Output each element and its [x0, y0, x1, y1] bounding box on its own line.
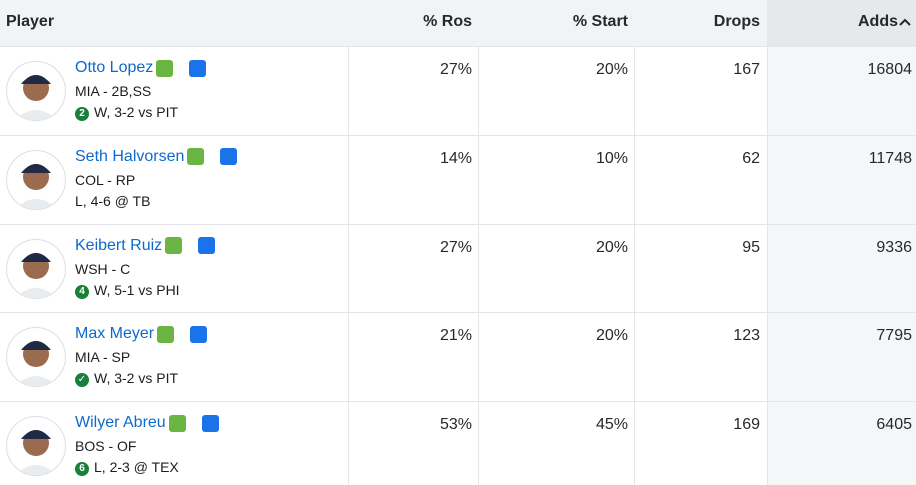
stat-start: 10% — [595, 149, 628, 167]
stat-adds: 16804 — [867, 61, 913, 78]
stat-ros: 14% — [439, 149, 472, 167]
stat-drops: 95 — [742, 238, 760, 256]
column-header[interactable]: Adds — [858, 13, 898, 30]
stat-drops: 167 — [733, 61, 760, 78]
player-position: WSH - C — [75, 260, 131, 277]
player-name-row: Keibert Ruiz — [75, 236, 216, 255]
player-avatar — [6, 61, 66, 121]
game-text: L, 4-6 @ TB — [75, 192, 151, 209]
row-divider — [0, 312, 916, 314]
sorted-header — [767, 0, 916, 46]
stat-start: 20% — [595, 327, 628, 345]
player-name[interactable]: Keibert Ruiz — [75, 236, 163, 254]
player-name[interactable]: Otto Lopez — [75, 59, 154, 76]
game-result: ✓ W, 3-2 vs PIT — [75, 370, 179, 388]
notes-icon[interactable] — [189, 59, 207, 77]
stat-drops: 123 — [733, 327, 760, 345]
sort-caret — [899, 18, 911, 26]
player-avatar — [6, 416, 66, 476]
game-text: W, 3-2 vs PIT — [94, 370, 179, 387]
game-result: 4 W, 5-1 vs PHI — [75, 282, 180, 299]
stat-adds: 9336 — [876, 238, 912, 256]
stat-start: 45% — [595, 416, 628, 433]
column-divider — [478, 46, 479, 485]
player-avatar — [6, 149, 66, 210]
fantasy-icon[interactable] — [165, 237, 183, 254]
stat-drops: 62 — [742, 149, 760, 167]
stat-ros: 53% — [439, 416, 472, 433]
stat-ros: 27% — [439, 61, 472, 78]
stat-adds: 7795 — [876, 327, 912, 345]
fantasy-icon[interactable] — [168, 414, 186, 432]
game-text: W, 3-2 vs PIT — [94, 104, 179, 120]
notes-icon[interactable] — [190, 325, 208, 343]
column-header[interactable]: Drops — [713, 13, 760, 30]
game-result: 6 L, 2-3 @ TEX — [75, 459, 179, 476]
notes-icon[interactable] — [201, 414, 219, 432]
row-divider — [0, 223, 916, 225]
player-position: MIA - 2B,SS — [75, 83, 152, 99]
player-avatar — [6, 238, 66, 299]
game-text: L, 2-3 @ TEX — [94, 459, 179, 475]
player-name-row: Seth Halvorsen — [75, 147, 238, 166]
column-header[interactable]: % Ros — [423, 13, 472, 30]
game-badge: 4 — [75, 284, 89, 299]
game-result: L, 4-6 @ TB — [75, 193, 150, 209]
player-name-row: Wilyer Abreu — [75, 414, 219, 432]
stat-start: 20% — [595, 238, 628, 256]
stat-start: 20% — [595, 61, 628, 78]
stat-drops: 169 — [733, 416, 760, 433]
game-text: W, 5-1 vs PHI — [94, 281, 180, 298]
player-avatar — [6, 327, 66, 388]
player-position: BOS - OF — [75, 438, 137, 454]
stat-adds: 6405 — [876, 416, 912, 433]
stat-ros: 27% — [439, 238, 472, 256]
player-position: COL - RP — [75, 171, 136, 188]
column-divider — [767, 46, 768, 485]
row-divider — [0, 46, 916, 47]
row-divider — [0, 401, 916, 402]
notes-icon[interactable] — [198, 237, 216, 254]
game-badge: ✓ — [75, 373, 89, 388]
player-name-row: Otto Lopez — [75, 59, 207, 77]
player-name-row: Max Meyer — [75, 325, 208, 343]
fantasy-icon[interactable] — [187, 148, 205, 166]
player-name[interactable]: Max Meyer — [75, 325, 155, 343]
column-header[interactable]: Player — [6, 13, 55, 30]
game-result: 2 W, 3-2 vs PIT — [75, 104, 178, 121]
row-divider — [0, 134, 916, 136]
stat-adds: 11748 — [868, 149, 912, 167]
notes-icon[interactable] — [220, 148, 238, 166]
sorted-column — [767, 46, 916, 485]
column-divider — [634, 46, 635, 485]
stat-ros: 21% — [439, 327, 472, 345]
header-bar — [0, 0, 916, 46]
player-position: MIA - SP — [75, 349, 131, 366]
fantasy-icon[interactable] — [157, 325, 175, 343]
column-divider — [348, 46, 349, 485]
player-name[interactable]: Seth Halvorsen — [75, 147, 185, 165]
game-badge: 2 — [75, 107, 89, 121]
fantasy-icon[interactable] — [156, 59, 174, 77]
player-name[interactable]: Wilyer Abreu — [75, 414, 166, 431]
column-header[interactable]: % Start — [572, 13, 628, 30]
game-badge: 6 — [75, 462, 89, 476]
